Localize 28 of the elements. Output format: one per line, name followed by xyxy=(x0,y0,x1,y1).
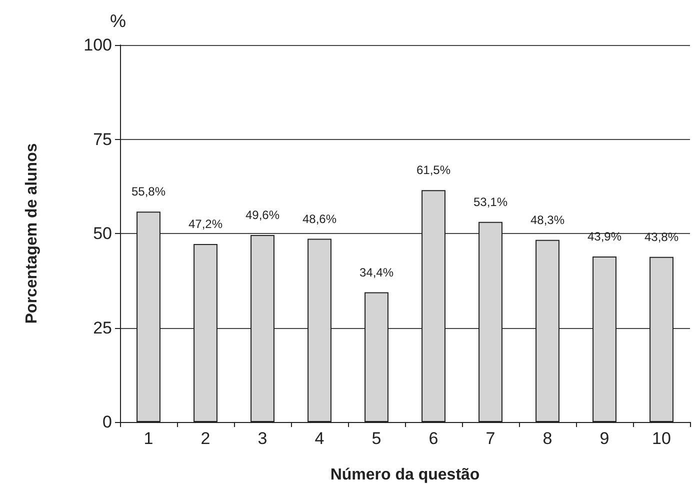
y-tick-label: 50 xyxy=(93,224,112,243)
data-label: 34,4% xyxy=(359,265,394,280)
x-tick-label: 7 xyxy=(486,429,496,448)
x-tick-label: 6 xyxy=(428,429,438,448)
text: % xyxy=(110,11,126,31)
y-tick-label: 100 xyxy=(84,36,112,54)
y-axis-title: Porcentagem de alunos xyxy=(24,143,40,324)
y-tick-label: 25 xyxy=(93,318,112,338)
x-tick-label: 9 xyxy=(600,429,610,448)
data-label: 48,6% xyxy=(302,212,337,226)
x-tick-label: 8 xyxy=(542,429,552,448)
data-label: 43,9% xyxy=(587,229,622,244)
y-tick-label: 75 xyxy=(93,130,112,149)
x-axis-title: Número da questão xyxy=(330,466,480,484)
x-tick-label: 10 xyxy=(652,429,671,448)
x-tick-label: 5 xyxy=(372,429,382,448)
data-label: 43,8% xyxy=(644,230,679,244)
data-label: 49,6% xyxy=(245,208,280,222)
x-tick-label: 2 xyxy=(200,429,210,448)
data-label: 61,5% xyxy=(416,163,451,178)
y-tick-label: 0 xyxy=(102,412,112,432)
x-tick-label: 3 xyxy=(258,429,268,448)
x-tick-label: 4 xyxy=(314,429,324,448)
x-tick-label: 1 xyxy=(144,429,154,448)
data-label: 53,1% xyxy=(473,194,508,209)
data-label: 55,8% xyxy=(131,184,166,199)
data-label: 48,3% xyxy=(530,212,565,227)
data-label: 47,2% xyxy=(188,217,223,232)
